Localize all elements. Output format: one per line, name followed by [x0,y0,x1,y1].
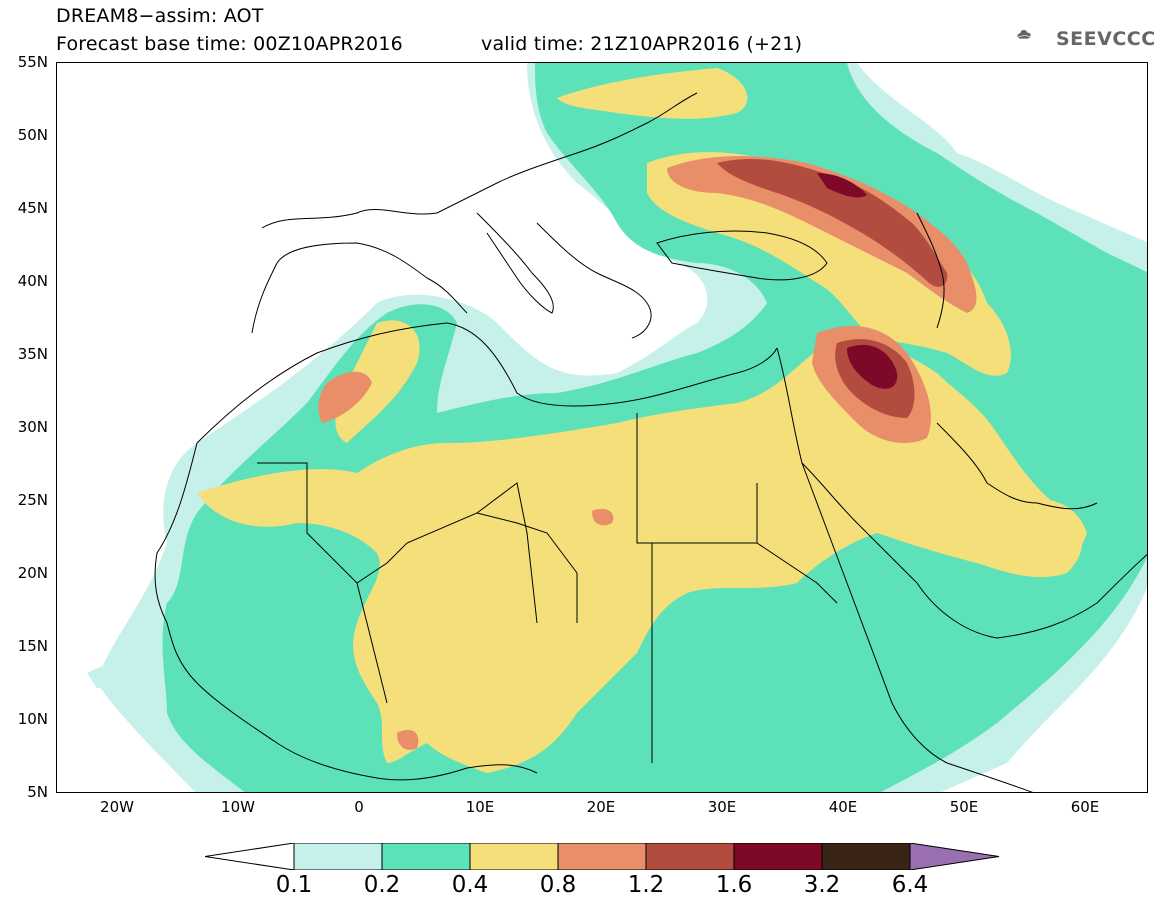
lon-label-40e: 40E [828,798,858,816]
colorbar-low-triangle [205,843,295,870]
cloud-icon [1017,29,1031,39]
lat-label-10n: 10N [17,710,48,728]
colorbar-label-0.1: 0.1 [275,872,313,898]
lon-label-60e: 60E [1070,798,1100,816]
colorbar-swatch-0.4 [469,843,559,870]
lat-label-45n: 45N [17,199,48,217]
lon-label-20e: 20E [586,798,616,816]
lat-label-50n: 50N [17,126,48,144]
colorbar-swatch-1.6 [733,843,823,870]
colorbar-label-0.2: 0.2 [363,872,401,898]
lon-label-50e: 50E [949,798,979,816]
lon-label-0: 0 [354,798,364,816]
colorbar-label-0.4: 0.4 [451,872,489,898]
aot-map [87,63,1147,792]
lat-label-5n: 5N [27,783,48,801]
lat-label-40n: 40N [17,272,48,290]
chart-title: DREAM8−assim: AOT [56,5,264,27]
colorbar-swatch-3.2 [821,843,911,870]
colorbar-label-6.4: 6.4 [891,872,929,898]
lon-label-10e: 10E [465,798,495,816]
colorbar-high-triangle [909,843,1000,870]
valid-time-label: valid time: 21Z10APR2016 (+21) [481,33,803,55]
lat-label-30n: 30N [17,418,48,436]
colorbar-label-0.8: 0.8 [539,872,577,898]
lat-label-55n: 55N [17,53,48,71]
colorbar-label-1.6: 1.6 [715,872,753,898]
logo-text: SEEVCCC [1056,28,1156,50]
colorbar [205,843,1000,870]
colorbar-swatch-0.1 [293,843,383,870]
lon-label-20w: 20W [100,798,134,816]
lat-label-35n: 35N [17,345,48,363]
lat-label-15n: 15N [17,637,48,655]
aot-contour-0.4 [197,68,1087,773]
lon-label-10w: 10W [221,798,255,816]
lat-label-20n: 20N [17,564,48,582]
coastlines [154,92,1147,792]
aot-contour-1.6 [817,173,898,389]
base-time-label: Forecast base time: 00Z10APR2016 [56,33,403,55]
colorbar-swatch-0.2 [381,843,471,870]
colorbar-label-1.2: 1.2 [627,872,665,898]
map-panel [56,62,1148,793]
lat-label-25n: 25N [17,491,48,509]
colorbar-swatch-0.8 [557,843,647,870]
colorbar-swatch-1.2 [645,843,735,870]
colorbar-label-3.2: 3.2 [803,872,841,898]
lon-label-30e: 30E [707,798,737,816]
